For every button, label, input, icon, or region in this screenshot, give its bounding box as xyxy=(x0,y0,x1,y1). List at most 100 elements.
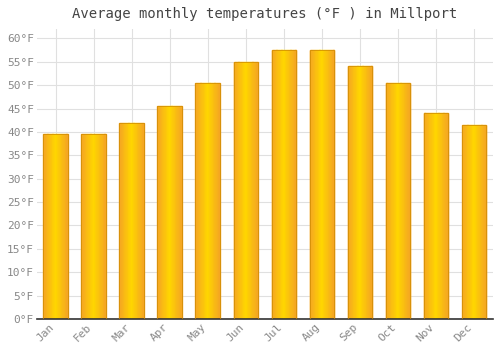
Bar xyxy=(217,83,218,319)
Bar xyxy=(408,83,409,319)
Bar xyxy=(245,62,246,319)
Bar xyxy=(214,83,216,319)
Bar xyxy=(392,83,393,319)
Bar xyxy=(446,113,448,319)
Bar xyxy=(444,113,445,319)
Bar xyxy=(426,113,427,319)
Bar xyxy=(400,83,402,319)
Bar xyxy=(437,113,438,319)
Bar xyxy=(274,50,275,319)
Bar xyxy=(386,83,388,319)
Bar xyxy=(325,50,326,319)
Bar xyxy=(162,106,164,319)
Bar xyxy=(482,125,483,319)
Bar xyxy=(294,50,296,319)
Bar xyxy=(361,66,362,319)
Bar xyxy=(320,50,321,319)
Bar xyxy=(321,50,322,319)
Bar xyxy=(356,66,358,319)
Bar xyxy=(360,66,361,319)
Bar xyxy=(256,62,258,319)
Bar xyxy=(404,83,406,319)
Bar xyxy=(128,122,130,319)
Bar xyxy=(355,66,356,319)
Bar xyxy=(216,83,217,319)
Bar xyxy=(273,50,274,319)
Bar xyxy=(204,83,206,319)
Bar xyxy=(60,134,61,319)
Bar xyxy=(317,50,318,319)
Bar xyxy=(241,62,242,319)
Bar xyxy=(132,122,134,319)
Bar xyxy=(196,83,197,319)
Bar xyxy=(430,113,431,319)
Bar xyxy=(478,125,479,319)
Bar xyxy=(434,113,436,319)
Bar xyxy=(199,83,200,319)
Bar xyxy=(89,134,90,319)
Bar xyxy=(136,122,138,319)
Bar xyxy=(200,83,202,319)
Bar xyxy=(289,50,290,319)
Bar xyxy=(198,83,199,319)
Bar xyxy=(244,62,245,319)
Bar xyxy=(249,62,250,319)
Bar xyxy=(351,66,352,319)
Bar xyxy=(479,125,480,319)
Bar xyxy=(98,134,99,319)
Bar xyxy=(424,113,426,319)
Bar xyxy=(354,66,355,319)
Bar xyxy=(272,50,296,319)
Bar xyxy=(349,66,350,319)
Bar xyxy=(120,122,121,319)
Bar xyxy=(312,50,313,319)
Bar xyxy=(311,50,312,319)
Bar xyxy=(242,62,244,319)
Bar xyxy=(56,134,58,319)
Bar xyxy=(390,83,392,319)
Bar xyxy=(50,134,51,319)
Bar xyxy=(235,62,236,319)
Bar xyxy=(130,122,131,319)
Bar xyxy=(442,113,444,319)
Bar xyxy=(46,134,48,319)
Bar xyxy=(240,62,241,319)
Bar xyxy=(290,50,292,319)
Bar xyxy=(101,134,102,319)
Bar xyxy=(485,125,486,319)
Bar xyxy=(469,125,470,319)
Bar xyxy=(44,134,45,319)
Bar xyxy=(60,134,62,319)
Bar xyxy=(236,62,237,319)
Bar xyxy=(82,134,83,319)
Bar xyxy=(322,50,323,319)
Bar xyxy=(218,83,220,319)
Bar xyxy=(196,83,220,319)
Bar xyxy=(255,62,256,319)
Bar xyxy=(246,62,247,319)
Bar xyxy=(122,122,124,319)
Bar xyxy=(172,106,173,319)
Bar xyxy=(251,62,252,319)
Title: Average monthly temperatures (°F ) in Millport: Average monthly temperatures (°F ) in Mi… xyxy=(72,7,458,21)
Bar xyxy=(359,66,360,319)
Bar xyxy=(323,50,324,319)
Bar xyxy=(472,125,474,319)
Bar xyxy=(92,134,93,319)
Bar xyxy=(94,134,96,319)
Bar xyxy=(202,83,203,319)
Bar xyxy=(212,83,213,319)
Bar xyxy=(98,134,100,319)
Bar xyxy=(480,125,482,319)
Bar xyxy=(318,50,320,319)
Bar xyxy=(213,83,214,319)
Bar xyxy=(51,134,52,319)
Bar xyxy=(314,50,316,319)
Bar xyxy=(88,134,89,319)
Bar xyxy=(87,134,88,319)
Bar xyxy=(282,50,283,319)
Bar xyxy=(102,134,103,319)
Bar xyxy=(248,62,249,319)
Bar xyxy=(104,134,106,319)
Bar xyxy=(398,83,399,319)
